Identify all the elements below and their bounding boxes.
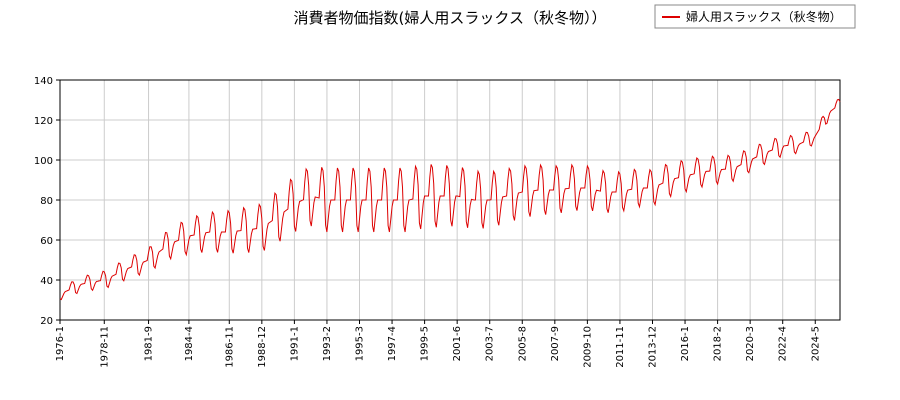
x-tick-label: 2022-4 [778,326,789,361]
y-tick-label: 40 [40,276,53,287]
x-tick-label: 2011-11 [615,326,626,368]
x-tick-label: 2016-1 [680,326,691,361]
x-tick-label: 2024-5 [810,326,821,361]
series-line-0 [59,98,841,301]
x-tick-label: 1986-11 [224,326,235,368]
x-tick-label: 1988-12 [257,326,268,368]
x-tick-label: 1984-4 [184,326,195,361]
x-tick-label: 1981-9 [144,326,155,361]
x-tick-label: 2007-9 [550,326,561,361]
y-tick-label: 20 [40,316,53,327]
x-tick-label: 2018-2 [713,326,724,361]
x-tick-label: 1995-3 [354,326,365,361]
y-tick-label: 140 [34,76,53,87]
x-tick-label: 2003-7 [485,326,496,361]
x-tick-label: 1997-4 [387,326,398,361]
chart-title: 消費者物価指数(婦人用スラックス（秋冬物）） [294,9,607,27]
x-tick-label: 1976-1 [55,326,66,361]
x-tick-label: 1993-2 [322,326,333,361]
x-tick-label: 1999-5 [420,326,431,361]
legend: 婦人用スラックス（秋冬物） [654,4,856,29]
y-tick-label: 120 [34,116,53,127]
x-tick-label: 1991-1 [289,326,300,361]
legend-label: 婦人用スラックス（秋冬物） [686,9,842,24]
series-group [59,98,841,301]
y-tick-label: 60 [40,236,53,247]
x-tick-label: 2013-12 [647,326,658,368]
legend-box [654,4,856,29]
x-tick-label: 2005-8 [517,326,528,361]
x-axis-ticks: 1976-1 1978-11 1981-9 1984-4 1986-11 1988-12 1… [55,320,821,368]
x-tick-label: 1978-11 [99,326,110,368]
y-tick-label: 100 [34,156,53,167]
x-tick-label: 2020-3 [745,326,756,361]
y-axis-ticks: 20 40 60 80 100 120 140 [34,76,60,327]
y-tick-label: 80 [40,196,53,207]
x-tick-label: 2001-6 [452,326,463,361]
x-tick-label: 2009-10 [582,326,593,368]
